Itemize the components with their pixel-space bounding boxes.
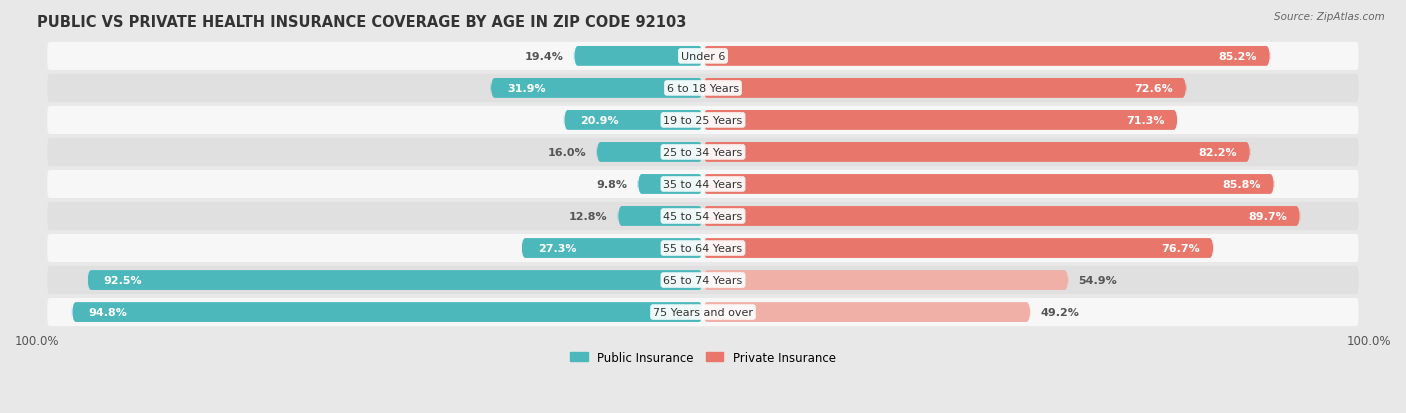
FancyBboxPatch shape xyxy=(574,47,703,66)
FancyBboxPatch shape xyxy=(703,47,1270,66)
FancyBboxPatch shape xyxy=(48,202,1358,230)
Text: 6 to 18 Years: 6 to 18 Years xyxy=(666,84,740,94)
Text: 82.2%: 82.2% xyxy=(1198,147,1237,158)
Text: 9.8%: 9.8% xyxy=(596,180,627,190)
Text: 92.5%: 92.5% xyxy=(104,275,142,285)
FancyBboxPatch shape xyxy=(703,79,1187,99)
Text: 20.9%: 20.9% xyxy=(581,116,619,126)
FancyBboxPatch shape xyxy=(72,302,703,322)
Text: 27.3%: 27.3% xyxy=(538,243,576,254)
FancyBboxPatch shape xyxy=(48,298,1358,326)
Text: 55 to 64 Years: 55 to 64 Years xyxy=(664,243,742,254)
Text: Source: ZipAtlas.com: Source: ZipAtlas.com xyxy=(1274,12,1385,22)
Text: 89.7%: 89.7% xyxy=(1249,211,1286,221)
FancyBboxPatch shape xyxy=(48,43,1358,71)
FancyBboxPatch shape xyxy=(48,138,1358,166)
FancyBboxPatch shape xyxy=(703,239,1213,258)
Text: Under 6: Under 6 xyxy=(681,52,725,62)
Text: PUBLIC VS PRIVATE HEALTH INSURANCE COVERAGE BY AGE IN ZIP CODE 92103: PUBLIC VS PRIVATE HEALTH INSURANCE COVER… xyxy=(37,15,686,30)
FancyBboxPatch shape xyxy=(617,206,703,226)
FancyBboxPatch shape xyxy=(48,171,1358,199)
FancyBboxPatch shape xyxy=(48,266,1358,294)
FancyBboxPatch shape xyxy=(48,107,1358,135)
Text: 49.2%: 49.2% xyxy=(1040,307,1080,317)
Text: 31.9%: 31.9% xyxy=(508,84,546,94)
Text: 54.9%: 54.9% xyxy=(1078,275,1118,285)
Legend: Public Insurance, Private Insurance: Public Insurance, Private Insurance xyxy=(565,346,841,368)
Text: 85.8%: 85.8% xyxy=(1222,180,1261,190)
FancyBboxPatch shape xyxy=(703,175,1274,195)
FancyBboxPatch shape xyxy=(522,239,703,258)
FancyBboxPatch shape xyxy=(703,271,1069,290)
FancyBboxPatch shape xyxy=(48,234,1358,263)
Text: 94.8%: 94.8% xyxy=(89,307,128,317)
Text: 45 to 54 Years: 45 to 54 Years xyxy=(664,211,742,221)
Text: 19.4%: 19.4% xyxy=(524,52,564,62)
Text: 35 to 44 Years: 35 to 44 Years xyxy=(664,180,742,190)
Text: 65 to 74 Years: 65 to 74 Years xyxy=(664,275,742,285)
Text: 72.6%: 72.6% xyxy=(1135,84,1173,94)
Text: 16.0%: 16.0% xyxy=(548,147,586,158)
FancyBboxPatch shape xyxy=(48,75,1358,103)
FancyBboxPatch shape xyxy=(87,271,703,290)
Text: 85.2%: 85.2% xyxy=(1219,52,1257,62)
FancyBboxPatch shape xyxy=(703,142,1250,162)
FancyBboxPatch shape xyxy=(703,302,1031,322)
FancyBboxPatch shape xyxy=(491,79,703,99)
Text: 19 to 25 Years: 19 to 25 Years xyxy=(664,116,742,126)
FancyBboxPatch shape xyxy=(703,111,1178,131)
Text: 71.3%: 71.3% xyxy=(1126,116,1164,126)
FancyBboxPatch shape xyxy=(564,111,703,131)
Text: 76.7%: 76.7% xyxy=(1161,243,1201,254)
Text: 12.8%: 12.8% xyxy=(569,211,607,221)
FancyBboxPatch shape xyxy=(703,206,1301,226)
Text: 75 Years and over: 75 Years and over xyxy=(652,307,754,317)
FancyBboxPatch shape xyxy=(638,175,703,195)
Text: 25 to 34 Years: 25 to 34 Years xyxy=(664,147,742,158)
FancyBboxPatch shape xyxy=(596,142,703,162)
